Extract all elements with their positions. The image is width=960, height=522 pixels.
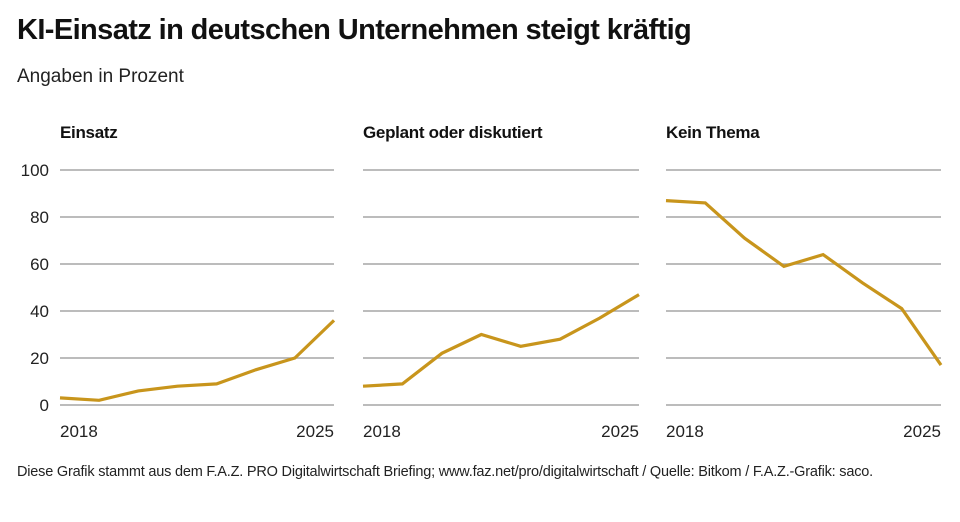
x-tick-label: 2025 [296, 422, 334, 441]
y-tick-label: 0 [40, 396, 49, 415]
chart-title: KI-Einsatz in deutschen Unternehmen stei… [17, 14, 692, 46]
panel-title: Kein Thema [666, 123, 760, 142]
y-tick-label: 60 [30, 255, 49, 274]
x-tick-label: 2025 [903, 422, 941, 441]
panel-title: Geplant oder diskutiert [363, 123, 543, 142]
y-tick-label: 80 [30, 208, 49, 227]
x-tick-label: 2018 [666, 422, 704, 441]
y-tick-label: 20 [30, 349, 49, 368]
x-tick-label: 2018 [363, 422, 401, 441]
source-footnote: Diese Grafik stammt aus dem F.A.Z. PRO D… [17, 464, 873, 480]
x-tick-label: 2018 [60, 422, 98, 441]
chart-subtitle: Angaben in Prozent [17, 66, 184, 87]
panel-title: Einsatz [60, 123, 117, 142]
series-line-einsatz [59, 319, 336, 402]
y-tick-label: 40 [30, 302, 49, 321]
y-tick-label: 100 [21, 161, 49, 180]
x-tick-label: 2025 [601, 422, 639, 441]
series-line-geplant-oder-diskutiert [362, 293, 640, 388]
series-line-kein-thema [665, 199, 943, 367]
